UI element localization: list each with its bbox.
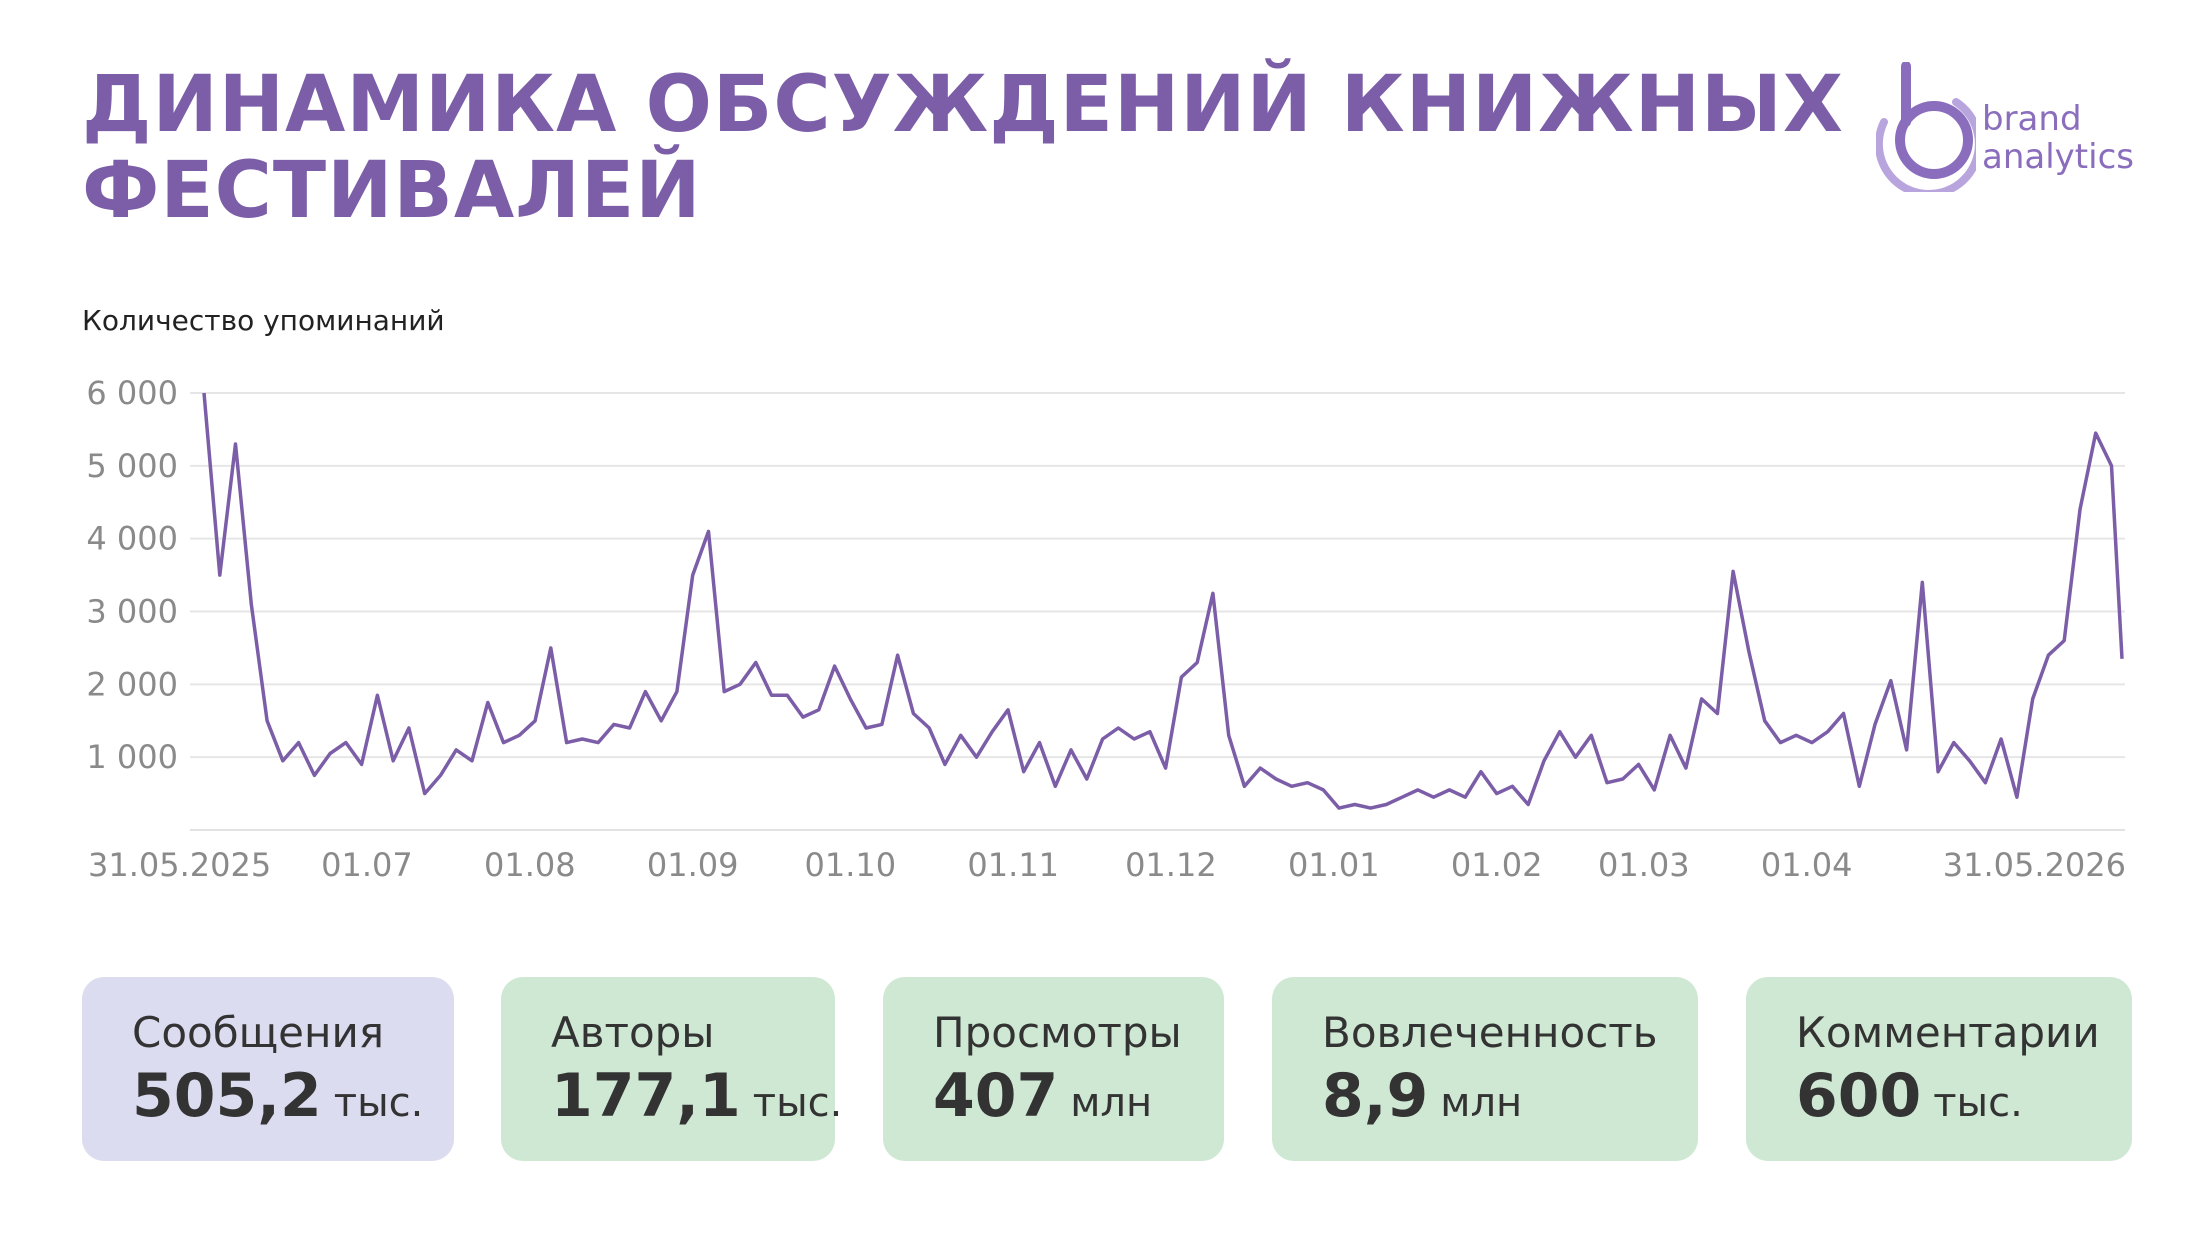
kpi-label: Авторы xyxy=(551,1008,715,1057)
title-line: ФЕСТИВАЛЕЙ xyxy=(82,146,702,236)
x-tick-label: 01.02 xyxy=(1451,846,1543,884)
logo-word: brand xyxy=(1982,99,2082,139)
x-tick-label: 31.05.2025 xyxy=(88,846,271,884)
y-tick-label: 4 000 xyxy=(86,520,178,558)
kpi-value-row: 177,1 тыс. xyxy=(551,1059,842,1140)
kpi-value: 600 xyxy=(1796,1061,1922,1131)
kpi-label: Просмотры xyxy=(933,1008,1182,1057)
kpi-value-row: 407 млн xyxy=(933,1059,1174,1140)
kpi-value-row: 600 тыс. xyxy=(1796,1059,2082,1140)
y-tick-label: 3 000 xyxy=(86,593,178,631)
kpi-card: Вовлеченность 8,9 млн xyxy=(1272,977,1698,1161)
x-tick-label: 01.10 xyxy=(805,846,897,884)
x-tick-label: 01.09 xyxy=(647,846,739,884)
kpi-unit: млн xyxy=(1440,1080,1523,1126)
kpi-label: Сообщения xyxy=(132,1008,385,1057)
kpi-card: Авторы 177,1 тыс. xyxy=(501,977,842,1161)
title-line: ДИНАМИКА ОБСУЖДЕНИЙ КНИЖНЫХ xyxy=(82,60,1844,150)
kpi-unit: тыс. xyxy=(333,1080,424,1126)
kpi-value: 407 xyxy=(933,1061,1059,1131)
kpi-value: 505,2 xyxy=(132,1061,322,1131)
y-tick-label: 1 000 xyxy=(86,738,178,776)
kpi-label: Вовлеченность xyxy=(1322,1008,1658,1057)
x-tick-label: 01.03 xyxy=(1598,846,1690,884)
x-tick-label: 31.05.2026 xyxy=(1943,846,2126,884)
kpi-card: Просмотры 407 млн xyxy=(883,977,1224,1161)
kpi-value-row: 8,9 млн xyxy=(1322,1059,1648,1140)
y-tick-label: 6 000 xyxy=(86,374,178,412)
x-tick-label: 01.12 xyxy=(1125,846,1217,884)
title: ДИНАМИКА ОБСУЖДЕНИЙ КНИЖНЫХ ФЕСТИВАЛЕЙ xyxy=(82,62,1844,234)
kpi-value: 8,9 xyxy=(1322,1061,1429,1131)
kpi-card: Сообщения 505,2 тыс. xyxy=(82,977,454,1161)
y-tick-label: 5 000 xyxy=(86,447,178,485)
x-tick-label: 01.01 xyxy=(1288,846,1380,884)
y-tick-label: 2 000 xyxy=(86,665,178,703)
logo-text: brand analytics xyxy=(1982,100,2134,176)
x-tick-label: 01.08 xyxy=(484,846,576,884)
logo-mark xyxy=(1876,62,1976,192)
x-tick-label: 01.04 xyxy=(1761,846,1853,884)
kpi-label: Комментарии xyxy=(1796,1008,2100,1057)
kpi-unit: млн xyxy=(1070,1080,1153,1126)
data-line xyxy=(202,392,2124,810)
x-tick-label: 01.07 xyxy=(321,846,413,884)
kpi-value: 177,1 xyxy=(551,1061,741,1131)
logo-word: analytics xyxy=(1982,137,2134,177)
kpi-value-row: 505,2 тыс. xyxy=(132,1059,423,1140)
chart: Количество упоминаний 1 000 2 000 3 000 4 00… xyxy=(82,304,2126,884)
kpi-unit: тыс. xyxy=(1933,1080,2023,1126)
x-tick-label: 01.11 xyxy=(967,846,1059,884)
y-axis-label: Количество упоминаний xyxy=(82,304,445,337)
kpi-card: Комментарии 600 тыс. xyxy=(1746,977,2132,1161)
kpi-unit: тыс. xyxy=(752,1080,843,1126)
